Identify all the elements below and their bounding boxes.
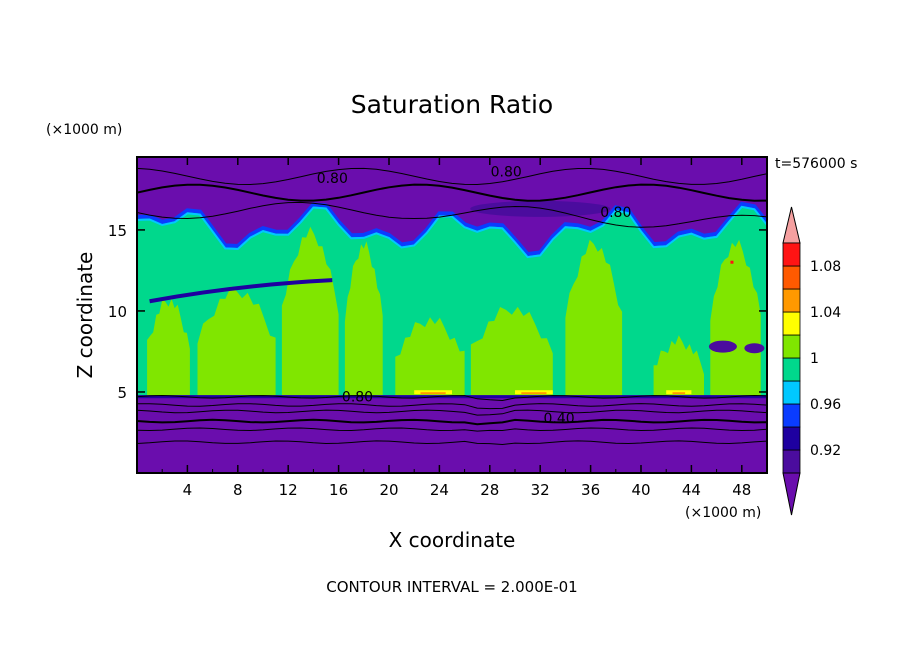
contour-line xyxy=(137,427,767,432)
upper-fringe xyxy=(137,201,767,257)
colorbar-segment xyxy=(782,357,801,382)
contour-label: 0.40 xyxy=(544,411,575,427)
x-unit-label: (×1000 m) xyxy=(685,505,761,521)
supersaturated-dot xyxy=(730,260,734,264)
cloud-column xyxy=(197,286,276,396)
contour-line xyxy=(137,409,767,416)
x-tick-label: 32 xyxy=(531,481,550,499)
cloud-column xyxy=(344,241,383,396)
supersaturated-core xyxy=(521,392,547,395)
plot-frame xyxy=(136,156,768,474)
contour-label: 0.80 xyxy=(491,164,522,180)
colorbar-segment xyxy=(782,265,801,290)
upper-fringe-cyan xyxy=(137,205,767,259)
cloud-column xyxy=(281,226,339,396)
x-tick-label: 28 xyxy=(480,481,499,499)
contour-line xyxy=(137,418,767,426)
contour-label: 0.80 xyxy=(600,205,631,221)
cloud-column xyxy=(395,317,465,396)
contour-line xyxy=(137,201,767,228)
contour-line xyxy=(137,183,767,202)
contour-label: 0.80 xyxy=(342,390,373,406)
contour-lines xyxy=(137,167,767,446)
lower-dry-edge xyxy=(137,395,767,399)
y-axis-label: Z coordinate xyxy=(73,252,97,379)
upper-deep-blob xyxy=(470,200,611,217)
cloud-column xyxy=(565,239,623,396)
colorbar-over-triangle xyxy=(782,206,801,244)
colorbar-tick-label: 0.92 xyxy=(810,443,841,459)
colorbar-segment xyxy=(782,311,801,336)
cloud-column xyxy=(470,306,553,396)
colorbar-under-triangle xyxy=(782,472,801,516)
x-tick-label: 16 xyxy=(329,481,348,499)
contour-line xyxy=(137,403,767,410)
x-tick-label: 48 xyxy=(732,481,751,499)
cloud-column xyxy=(710,239,761,396)
y-tick-label: 15 xyxy=(108,222,127,240)
x-tick-label: 40 xyxy=(631,481,650,499)
upper-dry-layer xyxy=(137,157,767,255)
colorbar-segment xyxy=(782,334,801,359)
contour-interval-footer: CONTOUR INTERVAL = 2.000E-01 xyxy=(326,578,577,596)
cloud-column xyxy=(653,335,704,396)
y-tick-label: 10 xyxy=(108,303,127,321)
y-unit-label: (×1000 m) xyxy=(46,122,122,138)
x-tick-label: 36 xyxy=(581,481,600,499)
x-tick-label: 20 xyxy=(379,481,398,499)
y-tick-label: 5 xyxy=(117,384,127,402)
colorbar-tick-label: 1 xyxy=(810,351,819,367)
colorbar-segment xyxy=(782,403,801,428)
x-tick-label: 4 xyxy=(183,481,193,499)
contour-line xyxy=(137,440,767,446)
x-axis-label: X coordinate xyxy=(389,528,516,552)
dry-streak xyxy=(149,278,333,304)
time-label: t=576000 s xyxy=(775,156,857,172)
x-tick-label: 44 xyxy=(682,481,701,499)
colorbar-segment xyxy=(782,288,801,313)
supersaturated-core xyxy=(672,392,686,395)
colorbar: 0.92 0.96 1 1.04 1.08 xyxy=(782,206,841,516)
saturation-field xyxy=(137,157,767,473)
colorbar-segment xyxy=(782,426,801,451)
colorbar-tick-label: 1.04 xyxy=(810,305,841,321)
x-tick-label: 8 xyxy=(233,481,243,499)
colorbar-segment xyxy=(782,242,801,267)
contour-label: 0.80 xyxy=(317,171,348,187)
x-tick-label: 12 xyxy=(279,481,298,499)
colorbar-segment xyxy=(782,449,801,474)
contour-line xyxy=(137,167,767,186)
colorbar-tick-label: 1.08 xyxy=(810,259,841,275)
plot-area: 0.80 0.800.800.800.40 4 8 12 16 20 24 28 32 36 40 4… xyxy=(108,156,768,499)
contour-labels: 0.80 0.80 0.80 0.80 0.40 xyxy=(317,164,632,427)
dry-pocket xyxy=(744,343,765,354)
dry-pocket xyxy=(708,340,737,353)
lower-dry-layer xyxy=(137,395,767,473)
cloud-column xyxy=(147,298,190,396)
x-axis-ticks: 4 8 12 16 20 24 28 32 36 40 44 48 xyxy=(161,157,751,499)
y-axis-ticks: 5 10 15 xyxy=(108,222,767,402)
colorbar-tick-label: 0.96 xyxy=(810,397,841,413)
supersaturated-core xyxy=(420,392,446,395)
x-tick-label: 24 xyxy=(430,481,449,499)
contour-line xyxy=(137,394,767,402)
colorbar-segment xyxy=(782,380,801,405)
chart-title: Saturation Ratio xyxy=(351,90,553,119)
